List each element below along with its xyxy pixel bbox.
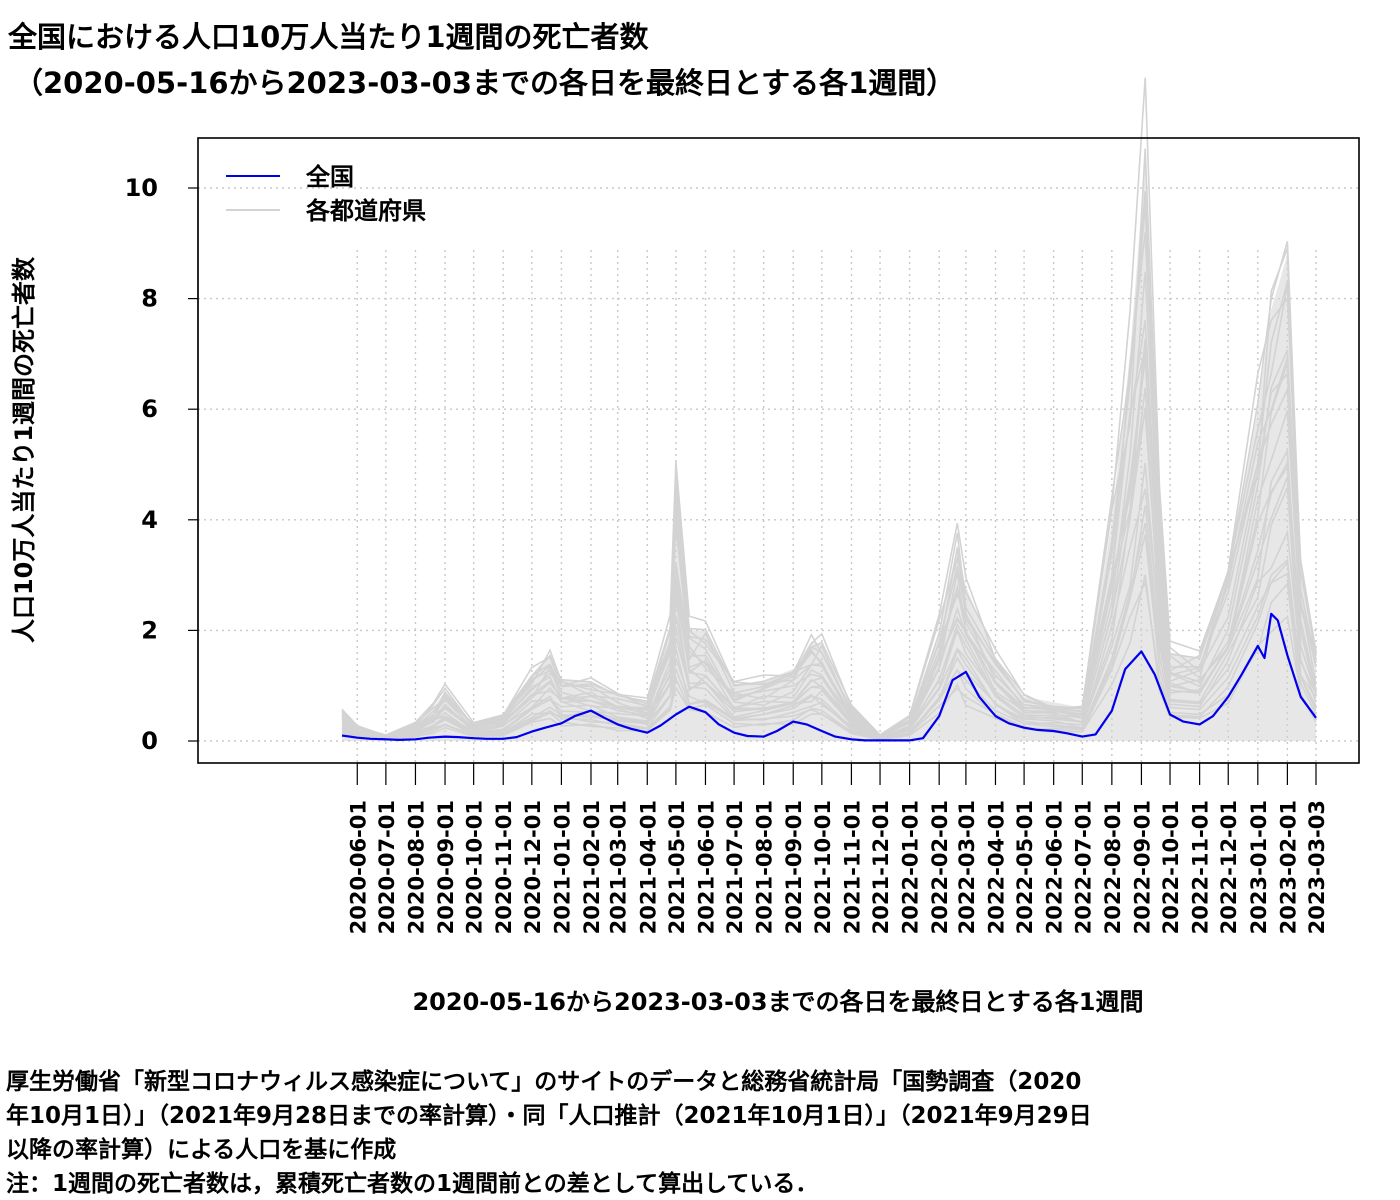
national-line-layer: [341, 612, 1317, 742]
legend: 全国 各都道府県: [226, 163, 426, 225]
legend-national-label: 全国: [305, 163, 354, 191]
prefecture-line: [341, 148, 1317, 738]
x-tick-label: 2022-02-01: [928, 800, 952, 934]
x-tick-label: 2022-06-01: [1043, 800, 1067, 934]
x-tick-label: 2021-02-01: [580, 800, 604, 934]
x-tick-label: 2022-04-01: [984, 800, 1008, 934]
prefecture-line: [341, 339, 1317, 739]
x-tick-label: 2022-10-01: [1159, 800, 1183, 934]
caption-line-3: 以降の率計算）による人口を基に作成: [6, 1137, 397, 1163]
x-tick-label: 2020-10-01: [463, 800, 487, 934]
prefecture-line: [341, 407, 1317, 740]
x-tick-label: 2021-01-01: [550, 800, 574, 934]
x-tick-label: 2023-03-03: [1305, 800, 1329, 934]
prefecture-line: [341, 77, 1317, 736]
x-tick-label: 2023-02-01: [1276, 800, 1300, 934]
x-axis-label: 2020-05-16から2023-03-03までの各日を最終日とする各1週間: [412, 988, 1143, 1016]
x-tick-label: 2022-01-01: [899, 800, 923, 934]
x-tick-label: 2022-03-01: [955, 800, 979, 934]
national-line: [341, 612, 1317, 742]
x-tick-label: 2020-11-01: [492, 800, 516, 934]
prefecture-line: [341, 349, 1317, 738]
x-tick-label: 2021-11-01: [840, 800, 864, 934]
y-tick-label: 8: [141, 285, 158, 313]
x-tick-label: 2021-10-01: [811, 800, 835, 934]
x-tick-label: 2020-09-01: [434, 800, 458, 934]
prefecture-lines: [341, 77, 1317, 741]
x-tick-label: 2021-09-01: [782, 800, 806, 934]
caption-note: 注：1週間の死亡者数は，累積死亡者数の1週間前との差として算出している．: [6, 1171, 819, 1197]
y-tick-label: 4: [141, 506, 158, 534]
prefecture-band: [342, 160, 1316, 741]
y-tick-label: 6: [141, 395, 158, 423]
y-axis: 0 2 4 6 8 10: [125, 174, 199, 755]
x-tick-label: 2020-07-01: [375, 800, 399, 934]
x-tick-label: 2021-07-01: [723, 800, 747, 934]
x-tick-label: 2021-03-01: [607, 800, 631, 934]
y-axis-label: 人口10万人当たり1週間の死亡者数: [10, 256, 38, 643]
chart-title-line-1: 全国における人口10万人当たり1週間の死亡者数: [8, 20, 649, 54]
legend-prefecture-label: 各都道府県: [305, 197, 426, 225]
x-tick-label: 2022-12-01: [1217, 800, 1241, 934]
caption-line-1: 厚生労働省「新型コロナウィルス感染症について」のサイトのデータと総務省統計局「国…: [6, 1069, 1082, 1095]
x-tick-label: 2022-09-01: [1130, 800, 1154, 934]
y-tick-label: 2: [141, 616, 158, 644]
x-tick-label: 2021-04-01: [636, 800, 660, 934]
prefecture-line: [341, 462, 1317, 740]
prefecture-line: [341, 534, 1317, 740]
x-tick-label: 2021-05-01: [665, 800, 689, 934]
x-tick-label: 2022-07-01: [1071, 800, 1095, 934]
x-tick-label: 2020-12-01: [521, 800, 545, 934]
chart-title-line-2: （2020-05-16から2023-03-03までの各日を最終日とする各1週間）: [14, 66, 956, 100]
y-tick-label: 10: [125, 174, 158, 202]
y-tick-label: 0: [141, 727, 158, 755]
x-tick-label: 2021-08-01: [753, 800, 777, 934]
x-tick-label: 2020-06-01: [346, 800, 370, 934]
x-axis: 2020-06-01 2020-07-01 2020-08-01 2020-09-01…: [346, 762, 1329, 934]
caption-line-2: 年10月1日）」（2021年9月28日までの率計算）・同「人口推計（2021年1…: [6, 1103, 1092, 1129]
x-tick-label: 2020-08-01: [404, 800, 428, 934]
x-tick-label: 2022-11-01: [1189, 800, 1213, 934]
x-tick-label: 2022-05-01: [1013, 800, 1037, 934]
x-tick-label: 2022-08-01: [1101, 800, 1125, 934]
x-tick-label: 2021-12-01: [869, 800, 893, 934]
prefecture-line: [341, 191, 1317, 738]
x-tick-label: 2021-06-01: [694, 800, 718, 934]
x-tick-label: 2023-01-01: [1247, 800, 1271, 934]
